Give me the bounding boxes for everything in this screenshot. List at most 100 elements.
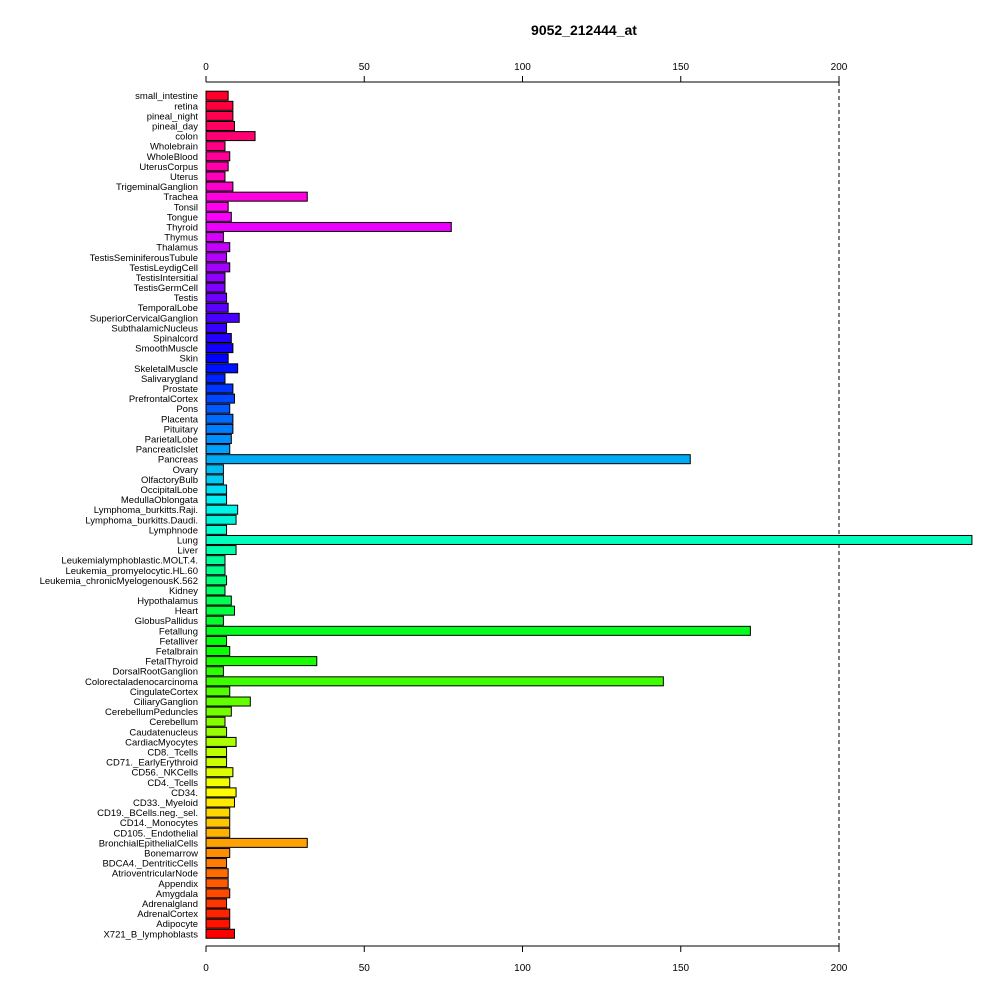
category-label: CD56._NKCells [131,768,198,779]
category-label: CD33._Myeloid [133,798,198,809]
bar-colorectaladenocarcinoma [205,676,664,687]
category-label: Pituitary [164,424,199,435]
bar-pineal-night [205,110,234,121]
bottom-axis: 0 50 100 150 200 [203,945,848,974]
bar-leukemia-chronicmyelogenousk-562 [205,575,228,586]
category-label: SuperiorCervicalGanglion [90,313,198,324]
bar-parietallobe [205,434,232,444]
category-label: CiliaryGanglion [134,697,198,708]
category-label: Lymphoma_burkitts.Raji. [94,505,198,516]
category-label: SubthalamicNucleus [111,323,198,334]
top-tick-label: 0 [203,62,209,73]
bar-adrenalgland [205,898,228,909]
bar-hypothalamus [205,595,232,606]
category-label: Leukemia_chronicMyelogenousK.562 [40,576,198,587]
category-label: AdrenalCortex [137,909,198,920]
bar-ovary [205,464,224,475]
bar-skeletalmuscle [205,363,239,374]
bar-lung [205,534,973,545]
category-label: Fetalbrain [156,647,198,658]
category-label: Pons [176,404,198,415]
category-label: Testis [174,293,199,304]
category-label: TemporalLobe [138,303,198,314]
category-label: TrigeminalGanglion [116,182,198,193]
category-label: Ovary [173,465,199,476]
category-label: Heart [175,606,199,617]
category-label: CD71._EarlyErythroid [106,758,198,769]
category-label: CD19._BCells.neg._sel. [97,808,198,819]
bar-tongue [205,211,232,222]
bar-cd34- [205,787,237,798]
category-label: Leukemialymphoblastic.MOLT.4. [61,556,198,567]
bar-heart [205,605,235,616]
bar-skin [205,353,229,364]
bar-pancreas [205,454,691,465]
bar-amygdala [205,888,231,899]
bar-fetalthyroid [205,656,318,667]
category-label: Uterus [170,172,198,183]
bar-uteruscorpus [205,161,229,172]
category-labels-group: small_intestineretinapineal_nightpineal_… [40,91,199,940]
category-label: Skin [180,354,198,365]
bar-lymphoma-burkitts-raji- [205,504,239,515]
category-label: CD105._Endothelial [113,828,198,839]
bottom-tick-label: 0 [203,963,209,974]
bar-ciliaryganglion [205,696,251,707]
bar-lymphoma-burkitts-daudi- [205,514,237,525]
bar-thalamus [205,242,231,253]
category-label: GlobusPallidus [135,616,199,627]
top-tick-label: 100 [514,62,531,73]
top-tick-label: 200 [831,62,848,73]
category-label: Thymus [164,233,198,244]
bottom-tick-label: 100 [514,963,531,974]
bar-prostate [205,383,234,394]
bar-cd14-monocytes [205,817,231,828]
category-label: Wholebrain [150,142,198,153]
bar-spinalcord [205,333,232,344]
bar-thyroid [205,221,452,232]
category-label: SmoothMuscle [135,344,198,355]
category-label: Adipocyte [156,919,198,930]
category-label: WholeBlood [147,152,198,163]
bar-cd33-myeloid [205,797,235,808]
category-label: Adrenalgland [142,899,198,910]
category-label: Lymphoma_burkitts.Daudi. [85,515,198,526]
bar-tonsil [205,201,229,212]
category-label: PrefrontalCortex [129,394,198,405]
bar-testis [205,292,228,303]
category-label: TestisLeydigCell [129,263,198,274]
category-label: Lymphnode [149,525,198,536]
category-label: small_intestine [135,91,198,102]
bar-globuspallidus [205,615,224,626]
category-label: X721_B_lymphoblasts [103,929,198,940]
category-label: pineal_day [152,121,198,132]
category-label: BDCA4._DentriticCells [102,859,198,870]
top-tick-label: 150 [672,62,689,73]
category-label: Fetallung [159,626,198,637]
bottom-tick-label: 50 [359,963,371,974]
bar-pituitary [205,423,234,434]
bar-fetalbrain [205,646,231,657]
category-label: Thalamus [156,243,198,254]
bar-cingulatecortex [205,686,231,697]
category-label: TestisGermCell [134,283,198,294]
category-label: pineal_night [147,111,199,122]
top-tick-label: 50 [359,62,371,73]
category-label: retina [174,101,198,112]
category-label: FetalThyroid [145,657,198,668]
bar-medullaoblongata [205,494,228,505]
bar-wholebrain [205,141,226,152]
bar-cerebellumpeduncles [205,706,232,717]
bar-cardiacmyocytes [205,736,237,747]
bar-bdca4-dentriticcells [205,858,228,869]
bar-testisseminiferoustubule [205,252,228,263]
bar-trigeminalganglion [205,181,234,192]
category-label: CerebellumPeduncles [105,707,198,718]
category-label: Appendix [158,879,198,890]
bar-trachea [205,191,308,202]
bar-dorsalrootganglion [205,666,224,677]
bar-bonemarrow [205,847,231,858]
category-label: Bonemarrow [144,848,198,859]
category-label: TestisIntersitial [136,273,198,284]
